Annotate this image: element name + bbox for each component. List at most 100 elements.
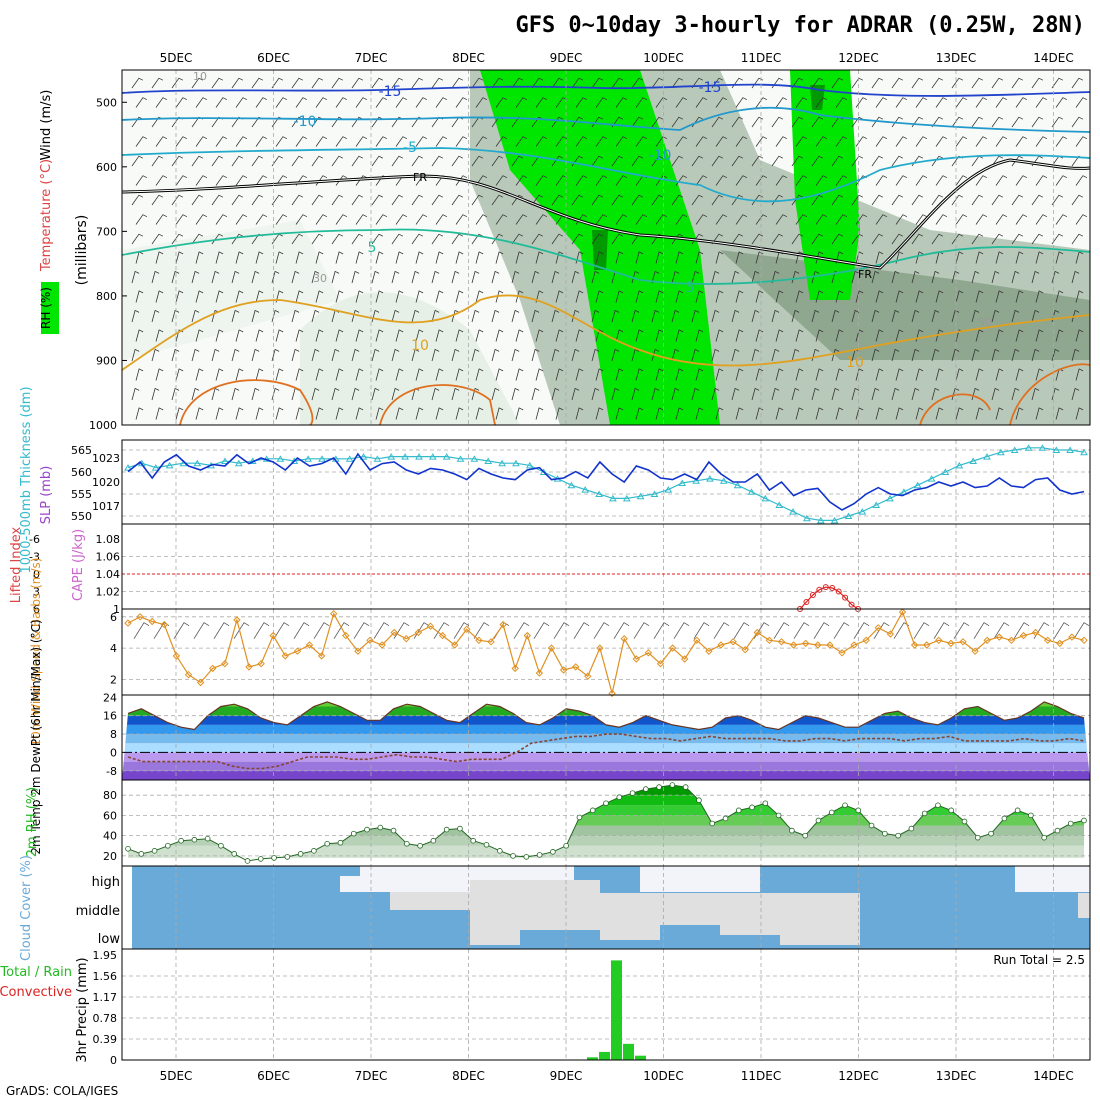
wind10m-point [971, 647, 979, 655]
precip-axis-label: 3hr Precip (mm) [75, 957, 90, 1062]
cloud-left-margin [122, 866, 132, 949]
wind10m-point [874, 624, 883, 632]
warm-contour [919, 393, 991, 426]
wind10m-point [329, 609, 338, 618]
wind10m-point [547, 644, 556, 652]
date-tick-label: 8DEC [452, 51, 485, 65]
cape-tick-label: 1.04 [96, 568, 121, 581]
thickness-point [678, 479, 687, 486]
rh2m-tick-label: 20 [103, 850, 117, 863]
thickness-point [276, 455, 285, 462]
thickness-point [858, 508, 867, 515]
thickness-point [595, 490, 603, 497]
temp-color-band [122, 724, 1090, 735]
wind10m-point [886, 630, 895, 638]
thickness-point [415, 453, 423, 460]
date-tick-label: 13DEC [936, 51, 976, 65]
date-tick-label: 13DEC [936, 1069, 976, 1083]
thickness-point [955, 461, 964, 469]
wind10m-point [293, 647, 302, 655]
wind10m-point [644, 649, 653, 657]
wind10m-point [922, 641, 931, 649]
rh-shade-darkgreen [592, 230, 608, 270]
cape-point [803, 599, 810, 605]
temp2m-axis-label: 2m Temp 2m DewPt (6hr Min/Max) (°C) [29, 619, 43, 854]
rh2m-point [842, 802, 848, 809]
top-date-axis: 5DEC 6DEC 7DEC 8DEC 9DEC 10DEC 11DEC 12DEC 13DEC… [160, 51, 1074, 65]
date-tick-label: 6DEC [257, 51, 290, 65]
thickness-point [359, 453, 368, 460]
wind10m-point [559, 666, 568, 674]
slp-axis-label: SLP (mb) [39, 466, 54, 525]
rh2m-point [643, 786, 649, 792]
temp2m-tick-label: 8 [110, 728, 117, 741]
rh-axis-label: RH (%) [39, 287, 53, 329]
wind10m-point [1031, 628, 1040, 637]
rh2m-tick-label: 40 [103, 830, 117, 843]
rh2m-point [576, 814, 583, 821]
rh2m-point [404, 840, 410, 847]
temperature-contour [121, 83, 1091, 97]
wind10m-point [741, 645, 749, 654]
temp-color-band [122, 761, 1090, 771]
rh2m-point [1041, 834, 1047, 841]
rh2m-point [722, 815, 729, 822]
cape-tick-label: 1.06 [96, 551, 121, 564]
thickness-point [234, 459, 243, 467]
wind10m-point [463, 625, 471, 634]
rh2m-point [868, 822, 875, 829]
wind-axis-label: Wind (m/s) [39, 90, 54, 161]
thickness-point [983, 453, 991, 460]
temp-color-band [122, 770, 1090, 780]
thickness-point [512, 459, 520, 467]
wind10m-point [366, 636, 374, 645]
rh2m-panel: 80 60 40 20 2m RH (%) [25, 779, 1091, 867]
wind10m-point [136, 613, 144, 621]
rh2m-point [948, 807, 955, 814]
temp2m-tick-label: 16 [103, 710, 117, 723]
date-tick-label: 6DEC [257, 1069, 290, 1083]
rh2m-point [510, 853, 516, 859]
precip-tick-label: 1.95 [93, 949, 118, 962]
lifted-index-tick-label: -6 [29, 533, 40, 546]
date-tick-label: 14DEC [1033, 51, 1073, 65]
thickness-point [581, 486, 590, 493]
contour-label: -10 [294, 114, 317, 130]
contour-label: -10 [649, 148, 672, 164]
contour-label: FR [858, 268, 872, 281]
wind10m-point [233, 616, 241, 624]
thickness-point [1038, 444, 1047, 451]
precip-bar [611, 960, 622, 1060]
thickness-point [290, 457, 299, 464]
wind10m-point [221, 659, 229, 668]
thickness-point [706, 475, 714, 482]
wind10m-point [390, 628, 398, 637]
rh2m-point [749, 804, 755, 811]
warm-contour [379, 384, 496, 426]
rh2m-point [204, 835, 211, 842]
panel-frame [121, 608, 1091, 696]
temperature-contour [121, 147, 1091, 203]
date-tick-label: 11DEC [741, 1069, 781, 1083]
wind10m-point [789, 641, 798, 649]
thickness-point [692, 477, 700, 484]
temperature-contour [121, 294, 1091, 371]
thickness-point [775, 501, 784, 508]
thickness-tick-label: 555 [71, 488, 92, 501]
wind10m-point [801, 639, 810, 648]
thickness-point [470, 455, 479, 462]
rh2m-point [1028, 812, 1034, 819]
high-cloud-gap [640, 866, 760, 892]
wind10m-point [281, 652, 290, 660]
thickness-point [941, 468, 950, 475]
temp-color-band [122, 734, 1090, 744]
rh2m-point [682, 784, 689, 790]
rh2m-point [257, 856, 264, 862]
wind10m-point [475, 636, 483, 645]
slp-tick-label: 1023 [92, 452, 120, 465]
wind10m-point [838, 649, 846, 657]
wind10m-point [862, 636, 870, 645]
wind10m-point [354, 647, 362, 655]
panel-frame [121, 69, 1091, 426]
rh-shade-low [122, 220, 340, 360]
